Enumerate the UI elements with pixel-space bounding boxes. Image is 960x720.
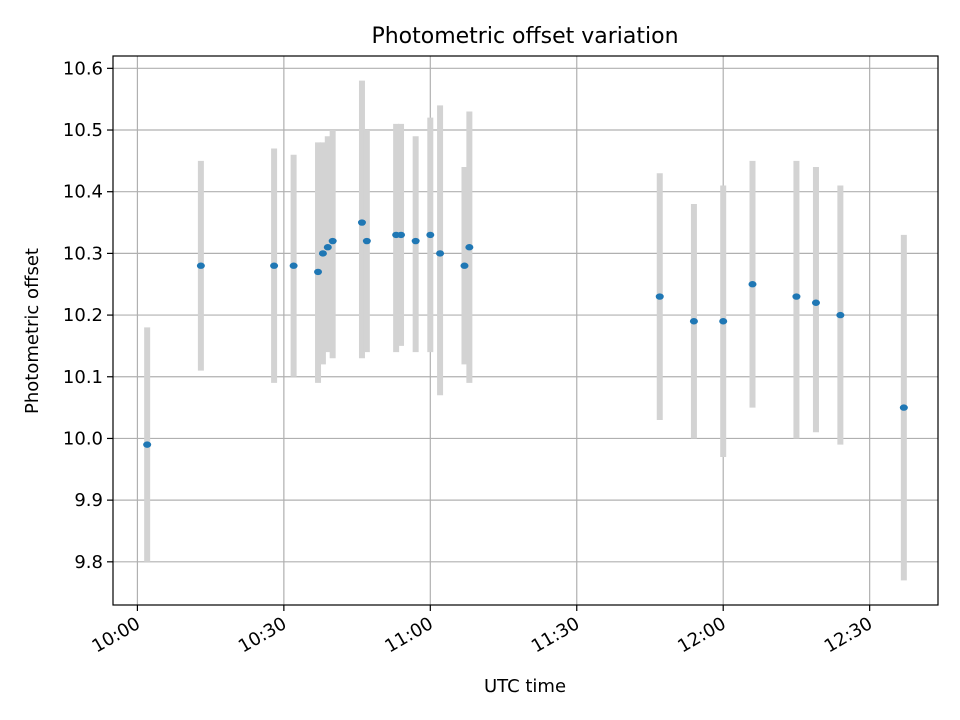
- data-point: [426, 231, 435, 239]
- data-point: [318, 250, 327, 257]
- y-tick-label: 10.4: [63, 182, 103, 203]
- data-point: [289, 262, 298, 269]
- plot-frame: [112, 55, 939, 606]
- y-tick-label: 10.3: [63, 243, 103, 264]
- y-tick-label: 9.8: [74, 552, 103, 573]
- x-axis-label: UTC time: [484, 676, 566, 697]
- data-point: [411, 237, 420, 245]
- data-point: [811, 299, 820, 306]
- data-point: [460, 262, 469, 269]
- data-point: [314, 268, 323, 276]
- data-point: [836, 311, 845, 319]
- data-point: [655, 293, 664, 300]
- y-tick-label: 10.6: [63, 58, 103, 79]
- data-point: [689, 318, 698, 325]
- y-tick-label: 10.5: [63, 120, 103, 141]
- data-point: [748, 281, 757, 288]
- data-point: [465, 244, 474, 251]
- data-point: [362, 237, 371, 245]
- data-point: [397, 231, 406, 239]
- y-tick-label: 10.1: [63, 367, 103, 388]
- data-point: [323, 244, 332, 251]
- y-axis: 9.8 9.9 10.0 10.1 10.2 10.3 10.4 10.5 10.6: [63, 58, 113, 573]
- data-markers: [143, 219, 908, 448]
- data-point: [270, 262, 279, 269]
- chart-title: Photometric offset variation: [371, 24, 678, 49]
- data-point: [143, 441, 152, 448]
- y-tick-label: 9.9: [74, 490, 103, 511]
- data-point: [357, 219, 366, 226]
- data-point: [328, 237, 337, 245]
- data-point: [899, 404, 908, 411]
- y-tick-label: 10.0: [63, 428, 103, 449]
- data-point: [792, 293, 801, 300]
- data-point: [719, 318, 728, 325]
- y-tick-label: 10.2: [63, 305, 103, 326]
- data-point: [196, 262, 205, 269]
- data-point: [436, 250, 445, 257]
- y-axis-label: Photometric offset: [22, 248, 43, 414]
